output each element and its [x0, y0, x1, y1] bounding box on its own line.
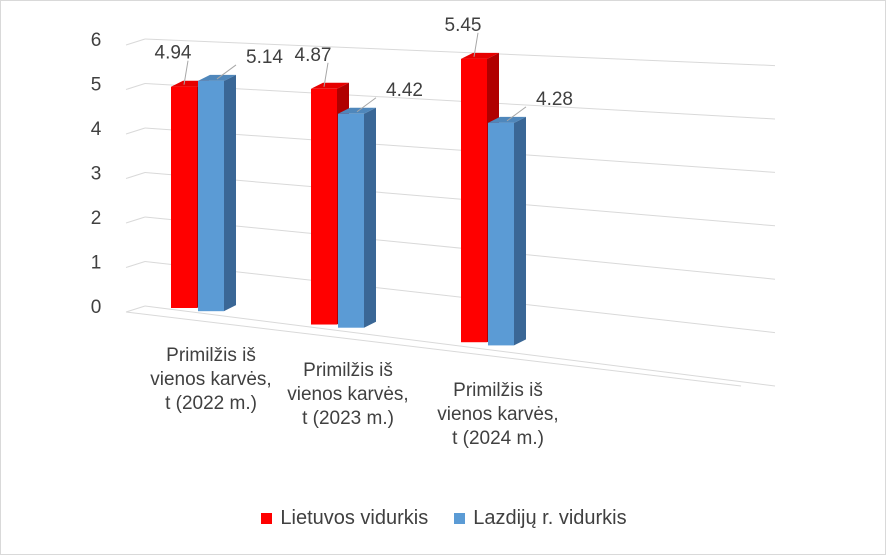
gridline-side [125, 305, 146, 313]
gridline [144, 261, 776, 334]
data-label-leader [183, 60, 189, 85]
bar-lietuvosvidurkis-0 [171, 86, 197, 308]
bar-lazdijrvidurkis-2 [488, 122, 514, 346]
data-label-leader [216, 64, 237, 80]
data-label-leader [356, 97, 377, 113]
chart-plot: 0 1 2 3 4 5 6 4.94 4.87 5.45 5.14 4.42 4.28 Primilžis… [91, 15, 776, 449]
y-tick-label: 3 [91, 164, 102, 185]
data-label: 5.45 [445, 15, 482, 36]
data-label: 5.14 [246, 47, 283, 68]
gridline [144, 172, 776, 227]
legend-item-lazdiju: Lazdijų r. vidurkis [454, 507, 627, 530]
legend-label-lietuvos: Lietuvos vidurkis [280, 507, 429, 529]
bar-lietuvosvidurkis-2 [461, 58, 487, 343]
gridline [144, 216, 776, 280]
category-label: vienos karvės, [150, 369, 271, 390]
gridline-side [125, 261, 146, 268]
category-label: Primilžis iš [166, 345, 256, 366]
gridline [144, 38, 776, 67]
chart-legend: Lietuvos vidurkis Lazdijų r. vidurkis [1, 507, 886, 530]
gridline-side [125, 83, 146, 90]
y-tick-label: 6 [91, 30, 102, 51]
category-label: vienos karvės, [437, 404, 558, 425]
gridline [144, 127, 776, 173]
legend-label-lazdiju: Lazdijų r. vidurkis [473, 507, 627, 529]
category-label: vienos karvės, [287, 384, 408, 405]
bar-lazdijrvidurkis-1 [338, 113, 364, 328]
gridline-side [125, 38, 146, 46]
category-label: t (2023 m.) [302, 408, 394, 429]
category-label: Primilžis iš [453, 380, 543, 401]
legend-item-lietuvos: Lietuvos vidurkis [261, 507, 428, 530]
bar-top-lietuvosvidurkis-1 [311, 82, 349, 89]
gridline-side [125, 216, 146, 224]
y-tick-label: 2 [91, 208, 102, 229]
bar-side-lazdijrvidurkis-1 [364, 107, 376, 328]
y-tick-label: 1 [91, 253, 102, 274]
bar-lietuvosvidurkis-1 [311, 88, 337, 325]
data-label-leader [473, 32, 479, 57]
gridline-side [125, 172, 146, 179]
legend-swatch-lazdiju [454, 513, 466, 524]
bar-side-lazdijrvidurkis-2 [514, 116, 526, 346]
gridline [144, 305, 776, 387]
bar-top-lazdijrvidurkis-1 [338, 107, 376, 114]
bar-side-lazdijrvidurkis-0 [224, 74, 236, 312]
data-label: 4.87 [295, 45, 332, 66]
floor-edge [125, 311, 742, 387]
data-label: 4.42 [386, 80, 423, 101]
gridline [144, 83, 776, 120]
data-label: 4.28 [536, 89, 573, 110]
y-tick-label: 0 [91, 297, 102, 318]
legend-swatch-lietuvos [261, 513, 273, 524]
bar-lazdijrvidurkis-0 [198, 80, 224, 312]
category-label: t (2022 m.) [165, 393, 257, 414]
data-label-leader [323, 62, 329, 87]
category-label: Primilžis iš [303, 360, 393, 381]
category-label: t (2024 m.) [452, 428, 544, 449]
y-tick-label: 4 [91, 119, 102, 140]
data-label-leader [506, 106, 527, 122]
gridline-side [125, 127, 146, 135]
bar-top-lazdijrvidurkis-0 [198, 74, 236, 81]
bar-top-lazdijrvidurkis-2 [488, 116, 526, 123]
data-label: 4.94 [155, 43, 192, 64]
bar-top-lietuvosvidurkis-2 [461, 52, 499, 59]
y-tick-label: 5 [91, 75, 102, 96]
